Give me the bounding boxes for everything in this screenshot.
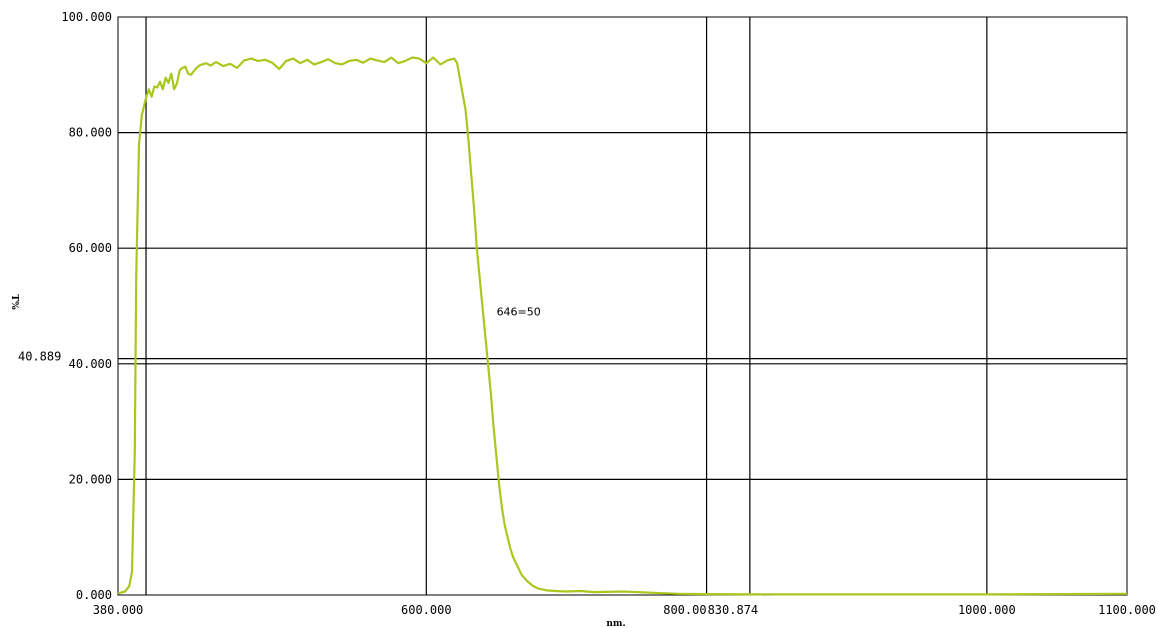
y-tick-label: 100.000 — [61, 10, 112, 24]
x-tick-label: 1100.000 — [1098, 603, 1156, 617]
plot-grid — [118, 17, 1127, 595]
y-tick-label: 0.000 — [76, 588, 112, 602]
y-tick-label: 80.000 — [69, 126, 112, 140]
x-tick-labels: 380.000 600.000 800.00 830.874 1000.000 1100.… — [93, 603, 1156, 617]
x-tick-label: 800.00 — [663, 603, 706, 617]
x-tick-label: 600.000 — [401, 603, 452, 617]
half-transmission-annotation: 646=50 — [497, 306, 541, 319]
x-axis-label: nm. — [606, 619, 625, 628]
y-tick-labels: 0.000 20.000 40.000 60.000 80.000 100.000 — [61, 10, 112, 602]
plot-frame — [117, 16, 1128, 596]
y-tick-label: 60.000 — [69, 241, 112, 255]
x-tick-label: 380.000 — [93, 603, 144, 617]
y-axis-label: T% — [9, 294, 19, 310]
x-tick-label: 1000.000 — [958, 603, 1016, 617]
x-tick-label: 830.874 — [708, 603, 759, 617]
y-tick-label: 40.000 — [69, 357, 112, 371]
transmittance-curve — [117, 56, 1128, 596]
marker-y-label: 40.889 — [18, 350, 61, 364]
y-tick-label: 20.000 — [69, 472, 112, 486]
